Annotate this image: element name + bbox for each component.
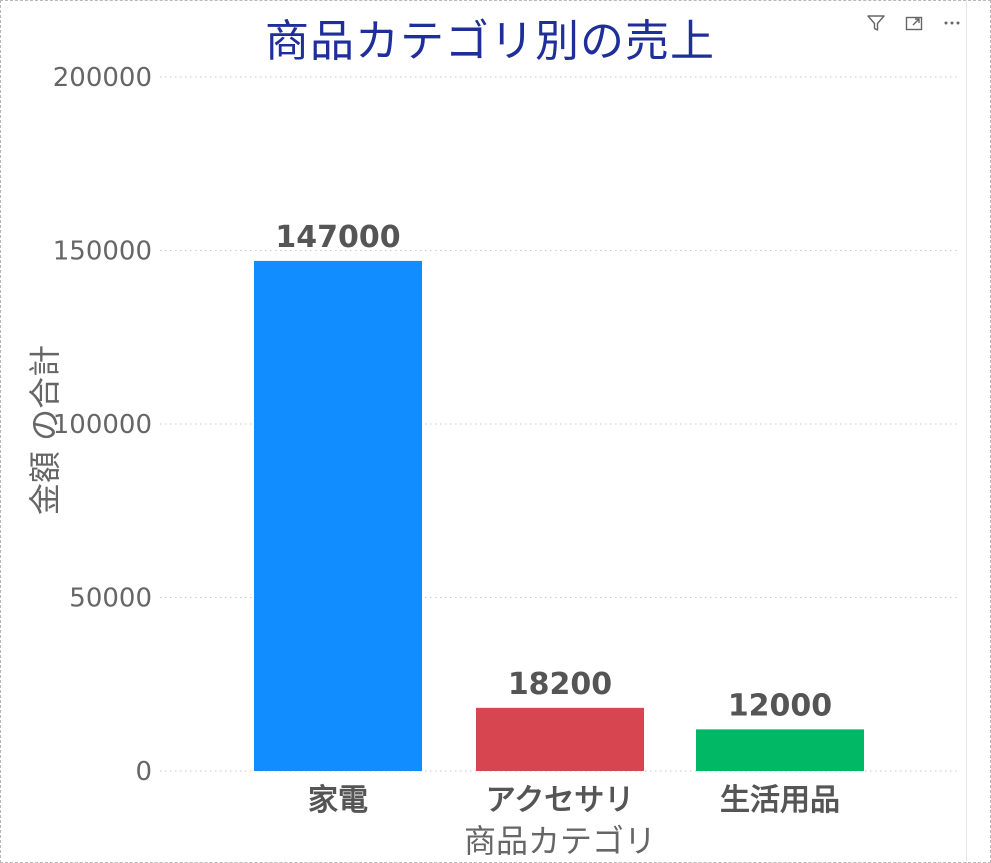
y-tick-label: 100000	[53, 410, 152, 440]
y-tick-label: 150000	[53, 237, 152, 267]
filter-icon[interactable]	[865, 12, 887, 34]
x-tick-label: アクセサリ	[486, 783, 635, 818]
y-tick-label: 50000	[69, 584, 152, 614]
y-tick-label: 0	[135, 757, 152, 787]
visual-right-edge	[966, 0, 967, 863]
bar[interactable]	[476, 707, 644, 771]
y-tick-label: 200000	[53, 63, 152, 93]
data-label: 147000	[275, 220, 400, 255]
data-label: 12000	[728, 688, 832, 723]
x-tick-label: 生活用品	[720, 783, 840, 818]
focus-mode-icon[interactable]	[903, 12, 925, 34]
more-options-icon[interactable]	[941, 12, 963, 34]
visual-header-toolbar	[865, 12, 963, 34]
bar[interactable]	[696, 729, 864, 771]
x-axis-title: 商品カテゴリ	[464, 822, 656, 860]
data-label: 18200	[508, 667, 612, 702]
chart-title: 商品カテゴリ別の売上	[265, 16, 715, 67]
x-tick-label: 家電	[308, 783, 368, 818]
bar[interactable]	[254, 260, 422, 771]
